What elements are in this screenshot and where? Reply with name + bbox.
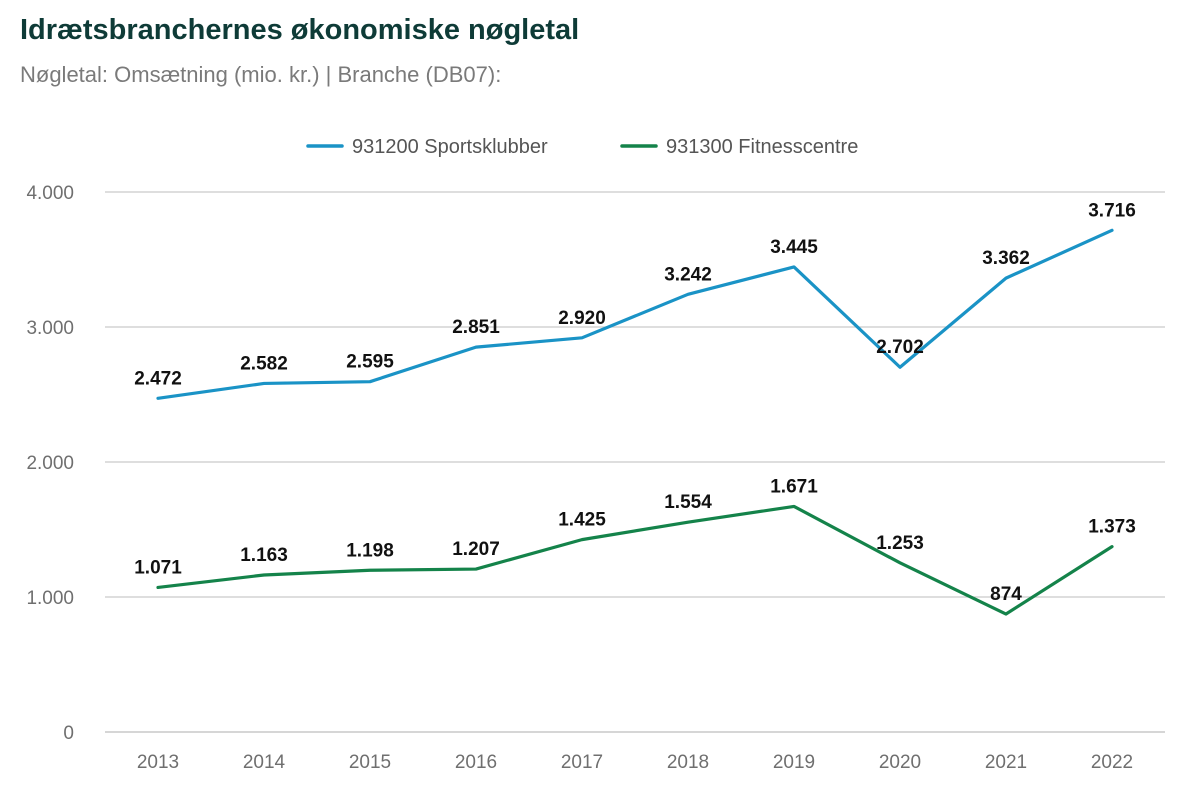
data-label: 2.472 xyxy=(134,368,182,389)
y-tick-label: 1.000 xyxy=(26,588,74,609)
legend-label: 931200 Sportsklubber xyxy=(352,136,548,158)
grid xyxy=(105,191,1165,733)
data-label: 1.163 xyxy=(240,545,288,566)
chart-subtitle: Nøgletal: Omsætning (mio. kr.) | Branche… xyxy=(20,62,502,87)
y-tick-label: 0 xyxy=(63,723,74,744)
data-label: 2.920 xyxy=(558,308,606,329)
series-line-1 xyxy=(156,228,1114,400)
data-label: 3.716 xyxy=(1088,200,1136,221)
y-tick-label: 3.000 xyxy=(26,318,74,339)
data-label: 1.071 xyxy=(134,557,182,578)
x-tick-label: 2016 xyxy=(455,752,497,773)
data-labels: 2.472 2.582 2.595 2.851 2.920 3.242 3.445 2.702… xyxy=(134,200,1136,605)
x-tick-label: 2019 xyxy=(773,752,815,773)
x-tick-label: 2017 xyxy=(561,752,603,773)
data-label: 3.445 xyxy=(770,237,818,258)
data-label: 3.362 xyxy=(982,248,1030,269)
x-tick-label: 2022 xyxy=(1091,752,1133,773)
x-axis: 2013 2014 2015 2016 2017 2018 2019 2020 2021 2022 xyxy=(137,752,1133,773)
data-label: 874 xyxy=(990,584,1022,605)
series-lines xyxy=(156,228,1114,616)
y-tick-label: 2.000 xyxy=(26,453,74,474)
x-tick-label: 2018 xyxy=(667,752,709,773)
data-label: 3.242 xyxy=(664,264,712,285)
series-line-2 xyxy=(156,504,1114,616)
data-label: 1.253 xyxy=(876,533,924,554)
data-label: 1.207 xyxy=(452,539,500,560)
legend: 931200 Sportsklubber 931300 Fitnesscentre xyxy=(306,136,858,158)
x-tick-label: 2021 xyxy=(985,752,1027,773)
y-tick-label: 4.000 xyxy=(26,183,74,204)
chart-title: Idrætsbranchernes økonomiske nøgletal xyxy=(20,14,580,46)
data-label: 2.595 xyxy=(346,352,394,373)
data-label: 1.671 xyxy=(770,476,818,497)
x-tick-label: 2013 xyxy=(137,752,179,773)
data-label: 2.582 xyxy=(240,353,288,374)
y-axis: 0 1.000 2.000 3.000 4.000 xyxy=(26,183,74,744)
data-label: 1.554 xyxy=(664,492,712,513)
x-tick-label: 2020 xyxy=(879,752,921,773)
legend-label: 931300 Fitnesscentre xyxy=(666,136,858,158)
data-label: 2.851 xyxy=(452,317,500,338)
x-tick-label: 2014 xyxy=(243,752,286,773)
data-label: 1.198 xyxy=(346,540,394,561)
data-label: 1.373 xyxy=(1088,517,1136,538)
data-label: 1.425 xyxy=(558,510,606,531)
x-tick-label: 2015 xyxy=(349,752,391,773)
data-label: 2.702 xyxy=(876,337,924,358)
